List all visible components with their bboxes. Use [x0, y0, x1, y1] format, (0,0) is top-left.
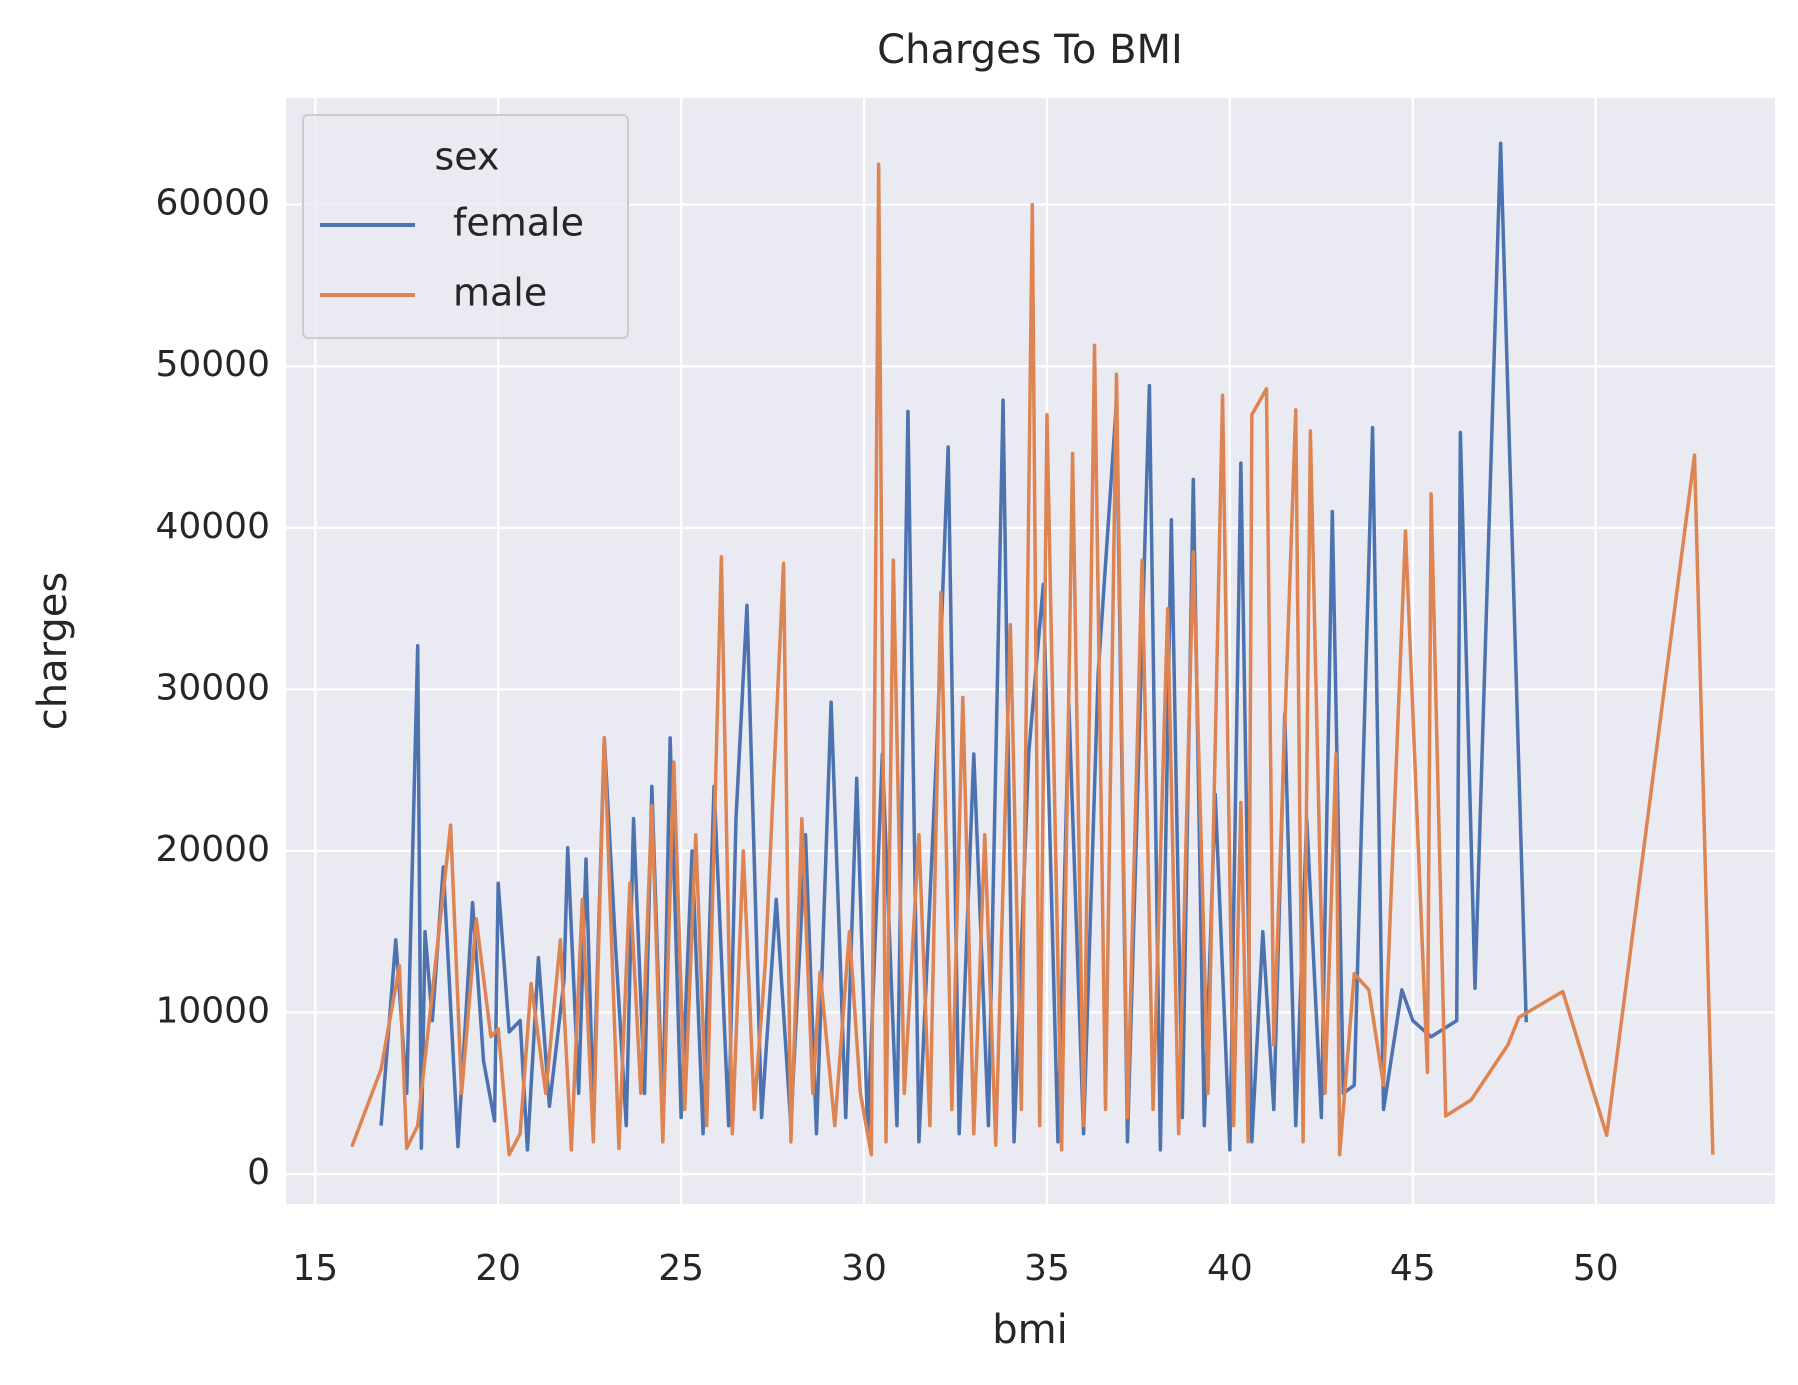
lines: [350, 141, 1715, 1157]
y-tick-label: 0: [247, 1152, 270, 1193]
legend-box: [302, 114, 629, 339]
legend-title: sex: [435, 135, 500, 179]
x-tick-label: 30: [841, 1248, 887, 1289]
y-tick-label: 20000: [155, 829, 270, 870]
x-tick-label: 35: [1024, 1248, 1070, 1289]
legend: sex female male: [302, 114, 629, 339]
y-tick-label: 10000: [155, 991, 270, 1032]
chart-title: Charges To BMI: [877, 27, 1183, 73]
legend-label: female: [453, 201, 584, 245]
y-tick-label: 50000: [155, 344, 270, 385]
x-tick-label: 20: [475, 1248, 521, 1289]
y-axis-label: charges: [30, 572, 76, 730]
x-tick-label: 45: [1390, 1248, 1436, 1289]
y-tick-label: 40000: [155, 506, 270, 547]
y-tick-label: 30000: [155, 667, 270, 708]
x-tick-label: 40: [1207, 1248, 1253, 1289]
legend-label: male: [453, 271, 547, 315]
x-tick-label: 50: [1573, 1248, 1619, 1289]
x-tick-label: 25: [658, 1248, 704, 1289]
series-line: [350, 162, 1715, 1157]
x-axis-label: bmi: [992, 1307, 1067, 1353]
x-tick-label: 15: [292, 1248, 338, 1289]
y-tick-label: 60000: [155, 183, 270, 224]
